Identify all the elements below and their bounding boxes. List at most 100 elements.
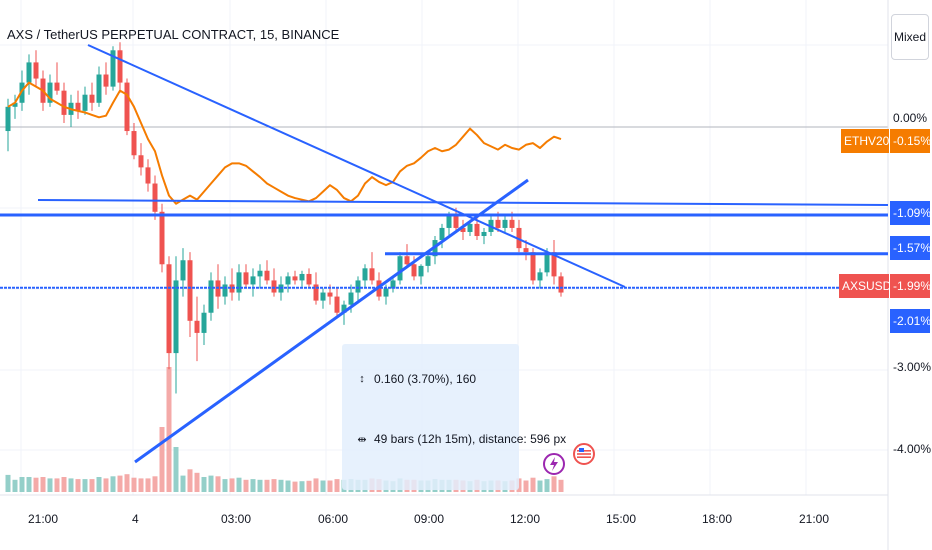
measure-price-change: 0.160 (3.70%), 160: [374, 372, 477, 386]
vertical-range-icon: ↕: [359, 373, 365, 385]
volume-bar: [558, 479, 564, 492]
candle-body: [334, 296, 340, 313]
candle-body: [390, 280, 396, 289]
volume-bar: [229, 478, 235, 492]
volume-bar: [68, 478, 74, 492]
candle-body: [103, 74, 109, 87]
candle-body: [341, 304, 347, 313]
candle-body: [271, 280, 277, 293]
x-tick-3: 06:00: [318, 512, 349, 526]
ascending-trendline: [134, 178, 529, 464]
volume-bar: [292, 481, 298, 492]
volume-bar: [306, 480, 312, 492]
level-1-value-tag: -1.09%: [890, 201, 931, 225]
volume-bar: [201, 477, 207, 492]
x-tick-1: 4: [132, 512, 139, 526]
candle-body: [495, 219, 501, 228]
volume-bar: [12, 479, 18, 492]
measure-bars-row: ⇹ 49 bars (12h 15m), distance: 596 px: [356, 432, 566, 446]
candle-body: [257, 270, 263, 277]
candle-body: [222, 284, 228, 297]
candle-body: [292, 276, 298, 281]
candle-body: [61, 90, 67, 115]
volume-bar: [159, 427, 165, 492]
candle-body: [173, 280, 179, 354]
drawing-tools: [0, 44, 889, 464]
volume-bar: [544, 479, 550, 492]
volume-bar: [250, 479, 256, 492]
candle-body: [166, 264, 172, 354]
volume-bar: [537, 480, 543, 492]
candle-body: [362, 268, 368, 281]
candle-body: [355, 280, 361, 293]
y-tick-0: 0.00%: [893, 111, 928, 125]
horizontal-range-icon: ⇹: [357, 433, 367, 446]
candle-body: [145, 167, 151, 184]
measure-price-row: ↕ 0.160 (3.70%), 160: [356, 372, 476, 386]
volume-bar: [187, 469, 193, 492]
volume-bar: [75, 479, 81, 492]
candle-body: [348, 292, 354, 305]
candle-body: [152, 183, 158, 212]
candle-body: [131, 131, 137, 156]
x-tick-7: 18:00: [702, 512, 733, 526]
candle-body: [516, 227, 522, 249]
x-tick-6: 15:00: [606, 512, 637, 526]
candle-body: [187, 260, 193, 321]
volume-bar: [103, 478, 109, 492]
level-3-value-tag: -2.01%: [890, 309, 931, 333]
candle-body: [537, 272, 543, 281]
scale-mode-button[interactable]: Mixed: [891, 14, 929, 60]
volume-bar: [152, 476, 158, 492]
us-flag-event-icon[interactable]: [573, 443, 595, 465]
volume-bar: [82, 479, 88, 492]
volume-bar: [551, 476, 557, 492]
volume-bar: [334, 479, 340, 492]
volume-bar: [131, 477, 137, 492]
candle-body: [411, 264, 417, 277]
axs-series-name-tag: AXSUSDT.P: [839, 274, 909, 298]
candle-body: [47, 82, 53, 103]
volume-bar: [33, 477, 39, 492]
candle-body: [159, 211, 165, 265]
candle-body: [369, 268, 375, 281]
candle-body: [75, 102, 81, 111]
candle-body: [558, 276, 564, 293]
volume-bar: [194, 472, 200, 492]
candle-body: [544, 252, 550, 273]
candle-body: [117, 50, 123, 83]
candle-body: [250, 276, 256, 285]
candle-body: [460, 227, 466, 232]
ethv-series-name-tag: ETHV2023: [841, 129, 903, 153]
candle-body: [5, 106, 11, 132]
near-horizontal-trendline: [37, 199, 889, 206]
volume-bar: [530, 477, 536, 492]
volume-bar: [327, 480, 333, 492]
candle-body: [320, 292, 326, 301]
axs-value-tag: -1.99%: [890, 274, 931, 298]
candle-body: [502, 219, 508, 228]
volume-bar: [110, 476, 116, 492]
candle-body: [96, 74, 102, 103]
volume-bar: [215, 476, 221, 492]
candle-body: [208, 280, 214, 313]
candle-body: [523, 248, 529, 253]
candle-body: [110, 50, 116, 87]
candle-body: [509, 219, 515, 228]
volume-bar: [138, 478, 144, 492]
candle-body: [124, 82, 130, 132]
measure-bars-distance: 49 bars (12h 15m), distance: 596 px: [374, 432, 567, 446]
candle-body: [26, 62, 32, 83]
candle-body: [180, 260, 186, 281]
candle-body: [194, 320, 200, 333]
candle-body: [306, 273, 312, 285]
volume-bar: [145, 478, 151, 492]
volume-bar: [47, 478, 53, 492]
candle-body: [264, 270, 270, 281]
volume-bar: [278, 479, 284, 492]
volume-bar: [313, 478, 319, 492]
volume-bar: [117, 475, 123, 492]
lightning-event-icon[interactable]: [543, 453, 565, 475]
volume-bar: [89, 479, 95, 492]
